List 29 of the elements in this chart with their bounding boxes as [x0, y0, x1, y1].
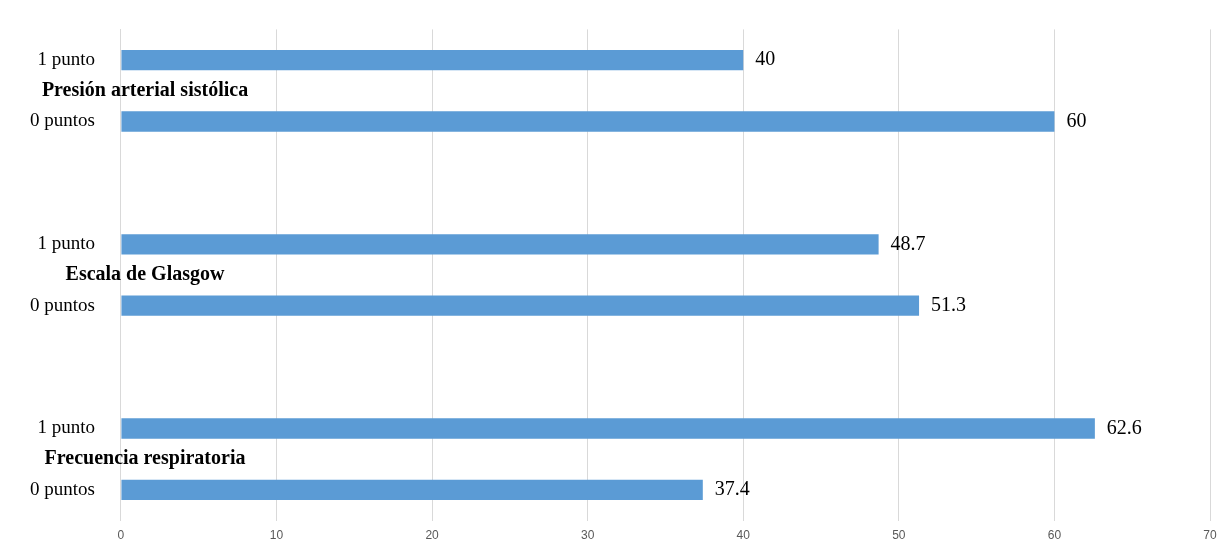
- data-label: 37.4: [714, 477, 750, 500]
- data-label: 51.3: [931, 292, 967, 315]
- bar: [121, 49, 744, 71]
- data-label: 40: [755, 47, 776, 70]
- y-tick-label: 0 puntos: [29, 109, 95, 131]
- y-tick-label: 0 puntos: [29, 477, 95, 499]
- x-tick-label: 30: [580, 528, 595, 543]
- bar: [121, 111, 1055, 132]
- x-tick-label: 70: [1203, 528, 1217, 543]
- x-tick-label: 40: [736, 528, 751, 543]
- bar: [121, 234, 879, 255]
- x-tick-label: 10: [269, 528, 284, 543]
- data-label: 62.6: [1106, 415, 1142, 438]
- y-tick-label: 0 puntos: [29, 293, 95, 315]
- data-label: 48.7: [890, 231, 926, 254]
- bar: [121, 479, 703, 501]
- x-tick-label: 50: [892, 528, 906, 543]
- y-tick-label: 1 punto: [37, 48, 95, 70]
- x-tick-label: 0: [117, 528, 125, 543]
- y-tick-label: 1 punto: [37, 416, 95, 438]
- y-tick-label: 1 punto: [37, 232, 95, 254]
- data-label: 60: [1066, 108, 1087, 131]
- annotation: Escala de Glasgow: [65, 262, 225, 286]
- x-tick-label: 60: [1047, 528, 1062, 543]
- annotation: Frecuencia respiratoria: [44, 446, 246, 470]
- annotation: Presión arterial sistólica: [41, 77, 249, 100]
- bar: [121, 295, 920, 316]
- bar: [121, 418, 1095, 439]
- x-tick-label: 20: [425, 528, 440, 543]
